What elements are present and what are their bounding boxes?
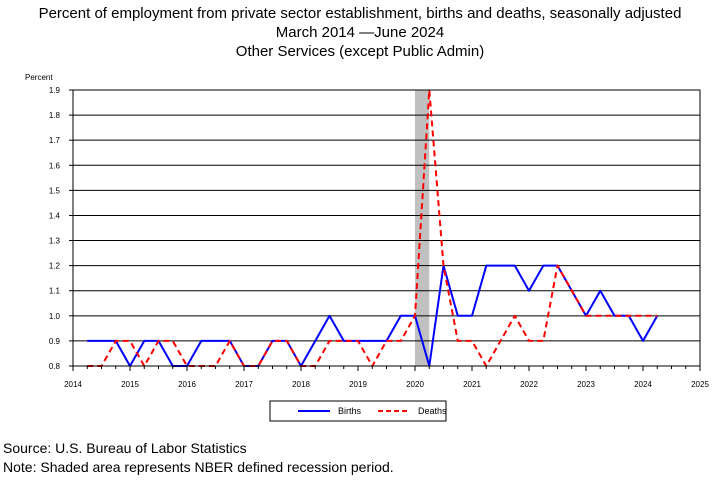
y-tick-label: 1.4 bbox=[49, 211, 61, 220]
chart-industry: Other Services (except Public Admin) bbox=[235, 43, 485, 60]
y-tick-label: 1.5 bbox=[49, 186, 61, 195]
x-tick-label: 2019 bbox=[349, 380, 367, 389]
legend: Births Deaths bbox=[269, 400, 447, 422]
chart-title: Percent of employment from private secto… bbox=[38, 5, 682, 22]
y-tick-label: 1.1 bbox=[49, 287, 61, 296]
recession-note: Note: Shaded area represents NBER define… bbox=[3, 459, 394, 475]
x-tick-label: 2015 bbox=[121, 380, 139, 389]
legend-label-births: Births bbox=[338, 406, 362, 416]
y-tick-label: 1.6 bbox=[49, 161, 61, 170]
x-tick-label: 2016 bbox=[178, 380, 196, 389]
x-tick-label: 2020 bbox=[406, 380, 424, 389]
y-tick-label: 1.9 bbox=[49, 86, 61, 95]
legend-label-deaths: Deaths bbox=[418, 406, 447, 416]
x-tick-label: 2021 bbox=[463, 380, 481, 389]
x-tick-label: 2014 bbox=[64, 380, 82, 389]
source-note: Source: U.S. Bureau of Labor Statistics bbox=[3, 440, 247, 456]
x-tick-label: 2024 bbox=[634, 380, 652, 389]
x-tick-label: 2023 bbox=[577, 380, 595, 389]
chart-date-range: March 2014 —June 2024 bbox=[275, 24, 445, 41]
plot-area-frame bbox=[72, 89, 701, 367]
y-tick-label: 0.9 bbox=[49, 337, 61, 346]
x-tick-label: 2022 bbox=[520, 380, 538, 389]
legend-box bbox=[269, 400, 447, 422]
x-tick-label: 2025 bbox=[691, 380, 709, 389]
y-axis-label: Percent bbox=[25, 73, 53, 82]
axes: 0.8 0.9 1.0 1.1 1.2 1.3 1.4 1.5 1.6 1.7 1.8 1.9 2014… bbox=[49, 86, 710, 389]
series-layer bbox=[87, 89, 659, 367]
line-chart: 0.8 0.9 1.0 1.1 1.2 1.3 1.4 1.5 1.6 1.7 1.8 1.9 2014… bbox=[25, 73, 710, 422]
y-tick-label: 1.2 bbox=[49, 262, 61, 271]
x-tick-label: 2018 bbox=[292, 380, 310, 389]
gridlines bbox=[73, 89, 700, 367]
x-tick-label: 2017 bbox=[235, 380, 253, 389]
y-tick-label: 1.0 bbox=[49, 312, 61, 321]
y-tick-label: 1.8 bbox=[49, 111, 61, 120]
series-line-deaths bbox=[87, 89, 658, 367]
y-tick-label: 1.7 bbox=[49, 136, 61, 145]
y-tick-label: 0.8 bbox=[49, 362, 61, 371]
y-tick-label: 1.3 bbox=[49, 237, 61, 246]
